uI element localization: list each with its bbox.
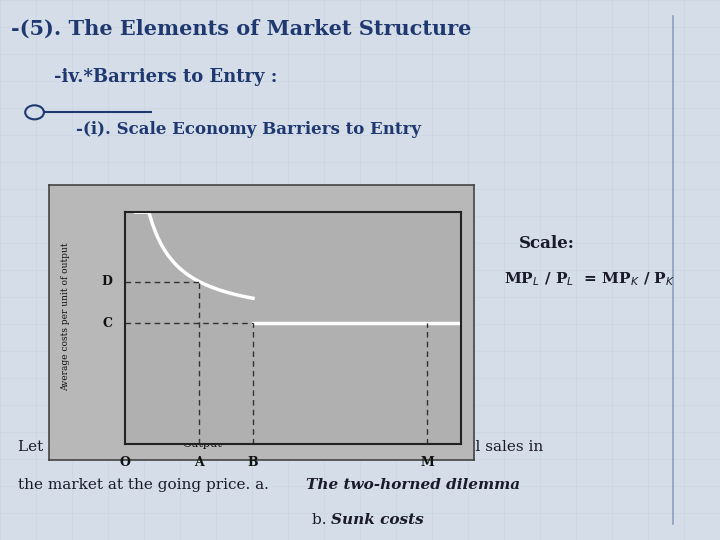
Text: Average costs per unit of output: Average costs per unit of output — [61, 242, 71, 391]
Text: The two-horned dilemma: The two-horned dilemma — [306, 478, 520, 492]
Text: Output: Output — [182, 439, 222, 449]
Text: B: B — [248, 456, 258, 469]
Text: -(5). The Elements of Market Structure: -(5). The Elements of Market Structure — [11, 19, 471, 39]
Text: D: D — [101, 275, 112, 288]
Text: MP$_L$ / P$_L$  = MP$_K$ / P$_K$: MP$_L$ / P$_L$ = MP$_K$ / P$_K$ — [504, 270, 675, 288]
Text: b.: b. — [312, 513, 331, 527]
Text: M: M — [420, 456, 434, 469]
Text: the market at the going price. a.: the market at the going price. a. — [18, 478, 274, 492]
Text: Scale:: Scale: — [518, 235, 575, 252]
Text: O: O — [120, 456, 131, 469]
Text: -(i). Scale Economy Barriers to Entry: -(i). Scale Economy Barriers to Entry — [76, 122, 420, 138]
Text: C: C — [102, 317, 112, 330]
Text: Let output OM, which is three times output OB,  equal total sales in: Let output OM, which is three times outp… — [18, 440, 544, 454]
Text: -iv.*Barriers to Entry :: -iv.*Barriers to Entry : — [54, 68, 277, 85]
Text: A: A — [194, 456, 204, 469]
Text: Sunk costs: Sunk costs — [331, 513, 424, 527]
